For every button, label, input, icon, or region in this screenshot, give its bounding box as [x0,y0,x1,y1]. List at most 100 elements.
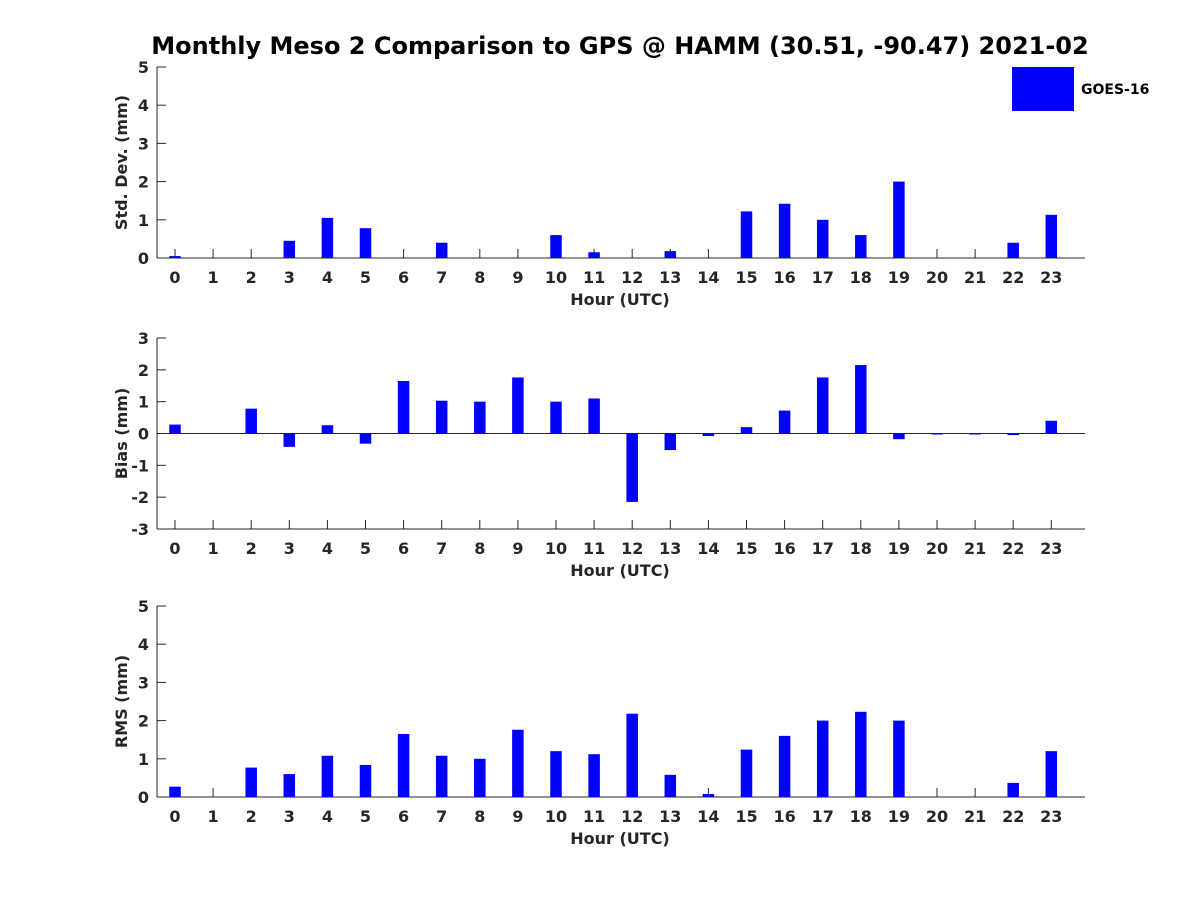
panel-3-bar [550,751,562,797]
panel-3-y-tick-label: 5 [138,597,149,616]
panel-3-x-tick-label: 17 [812,807,834,826]
panel-2-bar [245,408,257,434]
panel-3-bar [1007,782,1019,797]
panel-3-bar [855,711,867,797]
panel-3-y-tick-label: 3 [138,673,149,692]
panel-2-bar [816,377,829,434]
panel-3-bar [626,713,638,797]
panel-1-x-tick-label: 3 [284,268,295,287]
legend: GOES-16 [1012,67,1149,111]
panel-1-bar [855,235,867,258]
panel-3-x-tick-label: 15 [735,807,757,826]
panel-3-bar [474,758,486,797]
panel-2-x-tick-label: 1 [208,539,219,558]
panel-2-bar [664,433,677,451]
panel-3-x-tick-label: 2 [246,807,257,826]
panel-1-bar [664,251,677,258]
panel-2-x-label: Hour (UTC) [570,561,670,580]
panel-3-x-tick-label: 19 [888,807,910,826]
panel-2-bar [321,425,334,434]
panel-2-x-tick-label: 23 [1040,539,1062,558]
panel-2-bar [359,433,372,444]
panel-2-bar [397,380,410,434]
panel-1-y-label: Std. Dev. (mm) [112,95,131,230]
panel-2-x-tick-label: 22 [1002,539,1024,558]
panel-1-x-tick-label: 11 [583,268,605,287]
panel-1-x-tick-label: 21 [964,268,986,287]
panel-1-x-tick-label: 8 [474,268,485,287]
panel-2-y-tick-label: -3 [131,520,149,539]
panel-3-bar [664,774,677,797]
panel-1-bar [740,211,753,258]
panel-2-y-label: Bias (mm) [112,388,131,480]
panel-2-x-tick-label: 10 [545,539,567,558]
panel-2-y-tick-label: -2 [131,488,149,507]
panel-1-x-tick-label: 22 [1002,268,1024,287]
panel-2-x-tick-label: 12 [621,539,643,558]
panel-2-y-tick-label: 0 [138,425,149,444]
panel-2-x-tick-label: 14 [697,539,719,558]
panel-1-x-tick-label: 10 [545,268,567,287]
panel-1-x-tick-label: 9 [512,268,523,287]
panel-2-bar [740,427,753,434]
panel-3-bar [778,735,791,797]
panel-2-bar [1007,433,1019,436]
panel-1-x-label: Hour (UTC) [570,290,670,309]
panel-1-x-tick-label: 16 [773,268,795,287]
panel-2-x-tick-label: 11 [583,539,605,558]
panel-1-x-tick-label: 23 [1040,268,1062,287]
panel-3-y-tick-label: 4 [138,635,149,654]
panel-2-bar [969,433,981,435]
panel-1-x-tick-label: 18 [850,268,872,287]
panel-1-bar [359,228,372,258]
panel-3-y-label: RMS (mm) [112,655,131,748]
panel-3-y-tick-label: 0 [138,788,149,807]
panel-3-bar [283,774,296,797]
panel-3-y-tick-label: 1 [138,750,149,769]
panel-1-x-tick-label: 19 [888,268,910,287]
panel-1-x-tick-label: 4 [322,268,333,287]
panel-2-bar [435,400,448,434]
panel-1-bar [588,252,600,258]
panel-3-bar [740,749,753,797]
panel-3-x-tick-label: 21 [964,807,986,826]
panel-3-x-tick-label: 11 [583,807,605,826]
panel-3-bar [397,733,410,797]
panel-2-bar [778,410,791,434]
panel-1-bar [1045,214,1058,258]
panel-1-y-tick-label: 5 [138,58,149,77]
panel-2-x-tick-label: 20 [926,539,948,558]
panel-2-bar [931,433,943,435]
panel-2-bar [169,424,181,434]
panel-3-x-tick-label: 14 [697,807,719,826]
panel-1-bar [893,181,905,258]
panel-2-x-tick-label: 19 [888,539,910,558]
panel-3-bar [816,720,829,797]
panel-1-x-tick-label: 13 [659,268,681,287]
panel-2-x-tick-label: 5 [360,539,371,558]
panel-2-x-tick-label: 4 [322,539,333,558]
panel-1-y-tick-label: 0 [138,249,149,268]
panel-3-bar [512,729,524,797]
panel-2-bar [474,401,486,434]
panel-3-x-tick-label: 22 [1002,807,1024,826]
panel-1-bar [321,217,334,258]
panel-2-bar [626,433,638,502]
panel-3-bar [1045,751,1058,797]
panel-2-bar [702,433,715,437]
panel-1-y-tick-label: 1 [138,211,149,230]
panel-3-x-tick-label: 8 [474,807,485,826]
legend-label: GOES-16 [1081,82,1149,98]
panel-1-y-tick-label: 2 [138,173,149,192]
panel-2-x-tick-label: 13 [659,539,681,558]
panel-3-x-tick-label: 6 [398,807,409,826]
panel-3-x-tick-label: 5 [360,807,371,826]
panel-3-bar [588,754,600,797]
panel-3-x-tick-label: 20 [926,807,948,826]
panel-3-x-tick-label: 1 [208,807,219,826]
panel-2-y-tick-label: 1 [138,393,149,412]
panel-2-x-tick-label: 18 [850,539,872,558]
panel-3-bar [169,786,181,797]
